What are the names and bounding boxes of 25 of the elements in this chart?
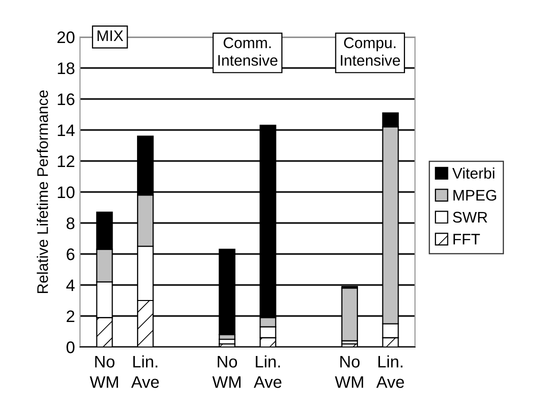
x-tick-label: No WM [90,356,118,388]
y-tick-label: 4 [66,280,75,292]
x-tick-label: Lin. Ave [254,355,282,388]
annotation: MIX [98,30,124,41]
y-tick-label: 16 [58,93,74,106]
y-tick-label: 2 [66,310,74,322]
legend-label: SWR [452,212,488,223]
y-tick-label: 14 [58,124,75,136]
y-tick-label: 12 [58,155,74,168]
annotation: Compu. Intensive [340,37,400,66]
legend-label: FFT [454,234,480,244]
y-tick-label: 10 [58,186,74,198]
y-axis-title: Relative Lifetime Performance [36,90,48,294]
y-tick-label: 6 [66,248,74,260]
y-tick-label: 0 [66,341,74,354]
annotation: Comm. Intensive [218,37,278,66]
y-tick-label: 18 [58,62,74,74]
legend-label: Viterbi [452,167,494,179]
legend-label: MPEG [454,190,496,201]
y-tick-label: 20 [57,31,74,44]
x-tick-label: Lin. Ave [131,355,159,388]
y-tick-label: 8 [66,217,74,230]
x-tick-label: No WM [334,356,364,388]
x-tick-label: No WM [212,356,241,388]
x-tick-label: Lin. Ave [376,355,404,388]
